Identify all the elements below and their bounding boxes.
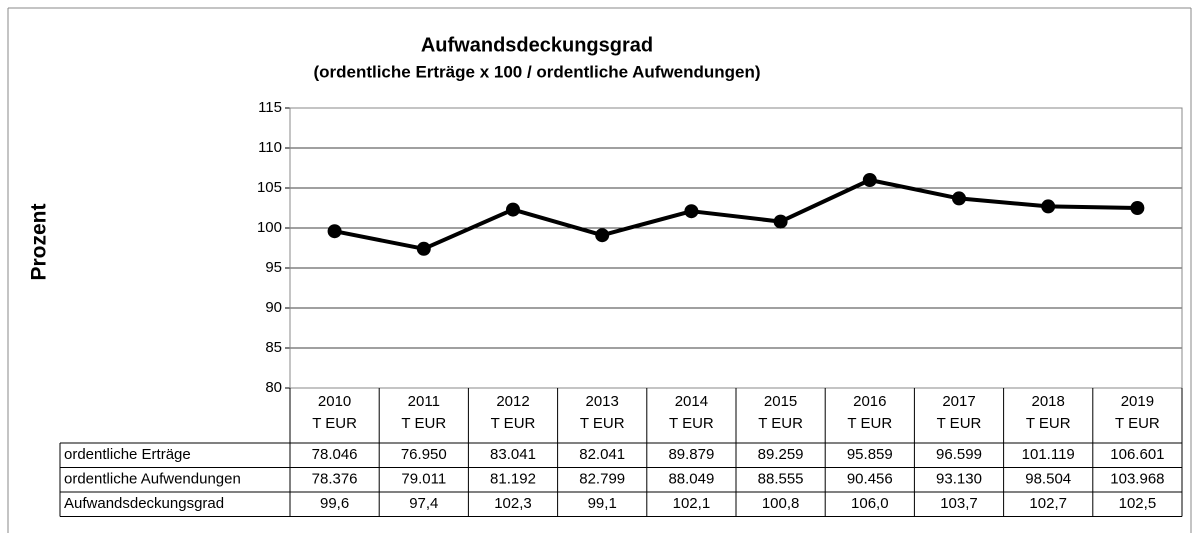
y-tick-label: 110 <box>258 139 282 156</box>
x-tick-unit: T EUR <box>491 415 536 432</box>
table-cell: 102,1 <box>673 495 711 512</box>
x-tick-unit: T EUR <box>580 415 625 432</box>
marker <box>416 241 431 256</box>
marker <box>862 173 877 187</box>
marker <box>952 191 966 206</box>
table-cell: 98.504 <box>1025 471 1071 488</box>
x-tick-label: 2014 <box>675 393 708 410</box>
table-cell: 95.859 <box>847 446 893 463</box>
x-tick-unit: T EUR <box>937 415 982 432</box>
x-tick-unit: T EUR <box>1026 415 1071 432</box>
marker <box>684 204 699 219</box>
x-tick-label: 2018 <box>1032 393 1065 410</box>
table-cell: 78.376 <box>312 471 358 488</box>
table-cell: 103,7 <box>940 495 978 512</box>
x-tick-unit: T EUR <box>401 415 446 432</box>
table-cell: 106.601 <box>1110 446 1164 463</box>
y-axis-label: Prozent <box>28 203 51 280</box>
x-tick-label: 2012 <box>496 393 529 410</box>
marker <box>595 228 610 243</box>
table-cell: 76.950 <box>401 446 447 463</box>
x-tick-unit: T EUR <box>312 415 357 432</box>
table-cell: 81.192 <box>490 471 536 488</box>
chart-subtitle: (ordentliche Erträge x 100 / ordentliche… <box>313 62 760 81</box>
x-tick-label: 2013 <box>586 393 619 410</box>
table-cell: 90.456 <box>847 471 893 488</box>
table-cell: 88.049 <box>668 471 714 488</box>
table-cell: 101.119 <box>1022 446 1075 463</box>
x-tick-label: 2011 <box>408 393 440 410</box>
y-tick-label: 100 <box>257 219 282 236</box>
chart-title: Aufwandsdeckungsgrad <box>421 34 653 56</box>
marker <box>1041 199 1056 214</box>
x-tick-label: 2010 <box>318 393 351 410</box>
table-cell: 102,5 <box>1119 495 1157 512</box>
y-tick-label: 105 <box>257 179 282 196</box>
marker <box>506 202 520 217</box>
table-cell: 96.599 <box>936 446 982 463</box>
x-tick-label: 2015 <box>764 393 797 410</box>
table-cell: 103.968 <box>1110 471 1164 488</box>
table-cell: 79.011 <box>401 471 446 488</box>
marker <box>773 214 788 229</box>
y-tick-label: 85 <box>265 339 282 356</box>
table-cell: 102,3 <box>494 495 532 512</box>
table-cell: 99,1 <box>588 495 617 512</box>
table-cell: 99,6 <box>320 495 349 512</box>
table-row-label: ordentliche Aufwendungen <box>64 471 241 488</box>
x-tick-label: 2016 <box>853 393 886 410</box>
table-row-label: Aufwandsdeckungsgrad <box>64 495 224 512</box>
x-tick-unit: T EUR <box>669 415 714 432</box>
table-cell: 88.555 <box>758 471 804 488</box>
x-tick-label: 2019 <box>1121 393 1154 410</box>
table-cell: 100,8 <box>762 495 800 512</box>
table-cell: 93.130 <box>936 471 982 488</box>
x-tick-unit: T EUR <box>1115 415 1160 432</box>
table-cell: 83.041 <box>490 446 536 463</box>
x-tick-label: 2017 <box>942 393 975 410</box>
y-tick-label: 115 <box>258 99 282 116</box>
table-row-label: ordentliche Erträge <box>64 446 191 463</box>
table-cell: 89.879 <box>668 446 714 463</box>
table-cell: 89.259 <box>758 446 804 463</box>
table-cell: 97,4 <box>409 495 438 512</box>
marker <box>1130 201 1145 215</box>
table-cell: 82.041 <box>579 446 625 463</box>
y-tick-label: 80 <box>265 379 282 396</box>
line-series <box>334 178 1138 251</box>
table-cell: 78.046 <box>312 446 358 463</box>
x-tick-unit: T EUR <box>758 415 803 432</box>
y-tick-label: 90 <box>265 299 282 316</box>
x-tick-unit: T EUR <box>847 415 892 432</box>
marker <box>327 224 342 239</box>
y-tick-label: 95 <box>265 259 282 276</box>
table-cell: 82.799 <box>579 471 625 488</box>
table-cell: 106,0 <box>851 495 889 512</box>
table-cell: 102,7 <box>1029 495 1067 512</box>
